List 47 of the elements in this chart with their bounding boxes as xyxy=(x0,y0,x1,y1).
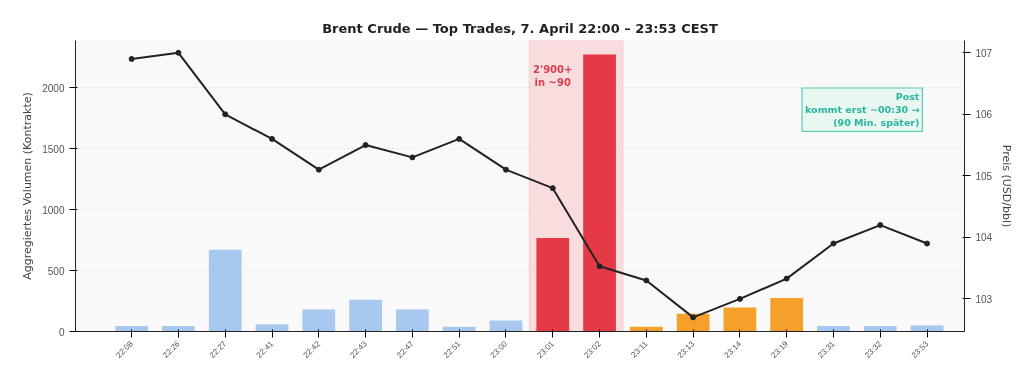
bar xyxy=(208,249,242,332)
y-axis-title: Aggregiertes Volumen (Kontrakte) xyxy=(21,92,35,280)
bar xyxy=(162,326,195,332)
point xyxy=(175,49,182,56)
point xyxy=(128,55,135,62)
point xyxy=(877,222,884,229)
point xyxy=(924,240,931,247)
point xyxy=(502,166,509,173)
bar xyxy=(255,324,289,332)
point xyxy=(362,142,369,149)
y-tick-label: 500 xyxy=(47,265,65,277)
point xyxy=(690,314,697,321)
point xyxy=(456,135,463,142)
point xyxy=(643,277,650,284)
point xyxy=(409,154,416,161)
y2-tick-label: 107 xyxy=(975,47,993,59)
bar xyxy=(723,307,757,332)
y2-tick-label: 103 xyxy=(975,293,993,305)
y2-tick-label: 104 xyxy=(975,232,993,244)
bar xyxy=(676,313,710,332)
point xyxy=(549,185,556,192)
y-tick-label: 2000 xyxy=(42,82,65,94)
y2-tick-label: 105 xyxy=(975,170,993,182)
bar xyxy=(396,309,429,332)
point xyxy=(315,166,322,173)
annotation: Post kommt erst ~00:30 → (90 Min. später) xyxy=(805,90,920,129)
annotation: 2'900+ in ~90 xyxy=(533,63,573,88)
point xyxy=(783,275,790,282)
bar xyxy=(770,298,804,332)
bar xyxy=(349,299,382,332)
bar xyxy=(302,309,336,332)
bar xyxy=(863,326,897,332)
bar xyxy=(910,325,944,332)
y-tick-label: 0 xyxy=(58,326,65,338)
y-tick-label: 1500 xyxy=(42,143,65,155)
y2-tick-label: 106 xyxy=(975,109,993,121)
point xyxy=(830,240,837,247)
bar xyxy=(817,326,850,332)
y2-axis-title: Preis (USD/bbl) xyxy=(1000,144,1014,228)
point xyxy=(736,295,743,302)
bar xyxy=(536,238,570,332)
bar xyxy=(115,326,149,332)
point xyxy=(269,135,276,142)
chart-title: Brent Crude — Top Trades, 7. April 22:00 – 23:53 CEST xyxy=(322,20,718,36)
point xyxy=(596,263,603,270)
point xyxy=(222,111,229,118)
y-tick-label: 1000 xyxy=(42,204,65,216)
